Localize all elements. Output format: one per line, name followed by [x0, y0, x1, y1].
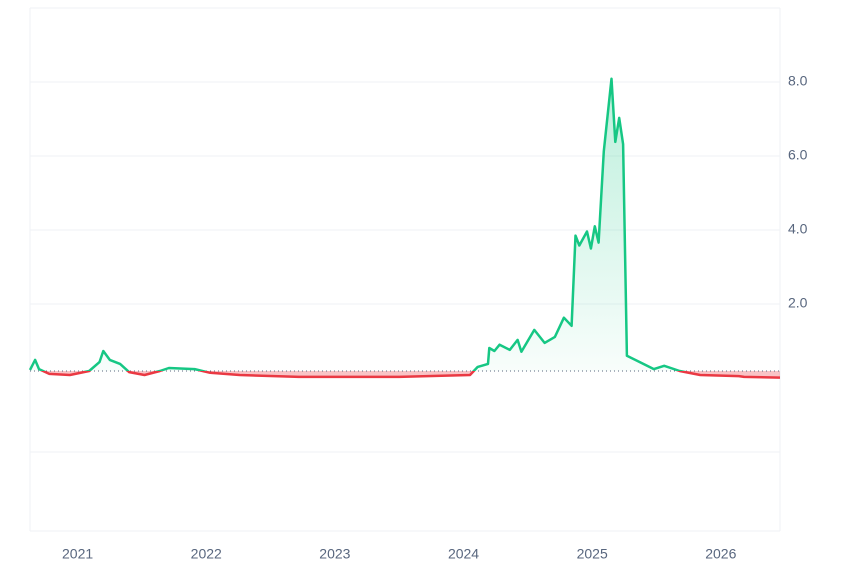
y-tick-label: 2.0 [788, 295, 808, 311]
x-tick-label: 2024 [448, 546, 479, 562]
x-tick-label: 2022 [191, 546, 222, 562]
x-tick-label: 2021 [62, 546, 93, 562]
x-tick-label: 2023 [319, 546, 350, 562]
price-area [30, 78, 780, 378]
y-tick-label: 4.0 [788, 221, 808, 237]
x-tick-label: 2026 [705, 546, 736, 562]
x-tick-label: 2025 [577, 546, 608, 562]
y-tick-label: 8.0 [788, 73, 808, 89]
y-tick-label: 6.0 [788, 147, 808, 163]
price-line [28, 77, 781, 379]
